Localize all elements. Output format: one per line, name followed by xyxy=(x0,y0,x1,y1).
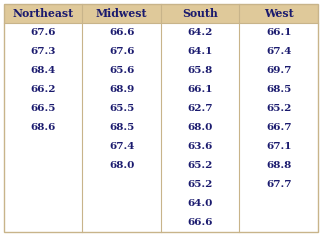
Text: 64.2: 64.2 xyxy=(187,28,213,37)
Text: 65.5: 65.5 xyxy=(109,104,134,113)
Text: 65.6: 65.6 xyxy=(109,66,135,75)
Text: 67.3: 67.3 xyxy=(31,47,56,56)
Text: 68.0: 68.0 xyxy=(187,123,213,132)
Text: 64.1: 64.1 xyxy=(187,47,213,56)
Text: 68.5: 68.5 xyxy=(109,123,134,132)
Text: Northeast: Northeast xyxy=(13,8,74,19)
Text: 67.4: 67.4 xyxy=(266,47,291,56)
Text: 68.0: 68.0 xyxy=(109,161,135,170)
Text: West: West xyxy=(264,8,294,19)
Bar xyxy=(4,23,318,232)
Text: 68.6: 68.6 xyxy=(31,123,56,132)
Text: 68.8: 68.8 xyxy=(266,161,291,170)
Text: 68.4: 68.4 xyxy=(31,66,56,75)
Text: 68.9: 68.9 xyxy=(109,85,134,94)
Text: 66.1: 66.1 xyxy=(187,85,213,94)
Text: 62.7: 62.7 xyxy=(187,104,213,113)
Text: 63.6: 63.6 xyxy=(187,142,213,151)
Text: 66.1: 66.1 xyxy=(266,28,291,37)
Text: 67.4: 67.4 xyxy=(109,142,135,151)
Text: Midwest: Midwest xyxy=(96,8,147,19)
Text: 66.5: 66.5 xyxy=(31,104,56,113)
Text: 66.7: 66.7 xyxy=(266,123,291,132)
Text: 65.2: 65.2 xyxy=(187,180,213,189)
Text: 69.7: 69.7 xyxy=(266,66,291,75)
Text: 65.2: 65.2 xyxy=(187,161,213,170)
Text: 67.1: 67.1 xyxy=(266,142,291,151)
Text: 66.2: 66.2 xyxy=(31,85,56,94)
Text: 67.6: 67.6 xyxy=(31,28,56,37)
Text: 65.8: 65.8 xyxy=(188,66,213,75)
Text: 64.0: 64.0 xyxy=(187,199,213,208)
Text: 65.2: 65.2 xyxy=(266,104,291,113)
Text: 67.6: 67.6 xyxy=(109,47,135,56)
Text: 66.6: 66.6 xyxy=(109,28,135,37)
Bar xyxy=(4,4,318,23)
Text: 66.6: 66.6 xyxy=(187,218,213,227)
Text: 68.5: 68.5 xyxy=(266,85,291,94)
Text: 67.7: 67.7 xyxy=(266,180,291,189)
Text: South: South xyxy=(182,8,218,19)
